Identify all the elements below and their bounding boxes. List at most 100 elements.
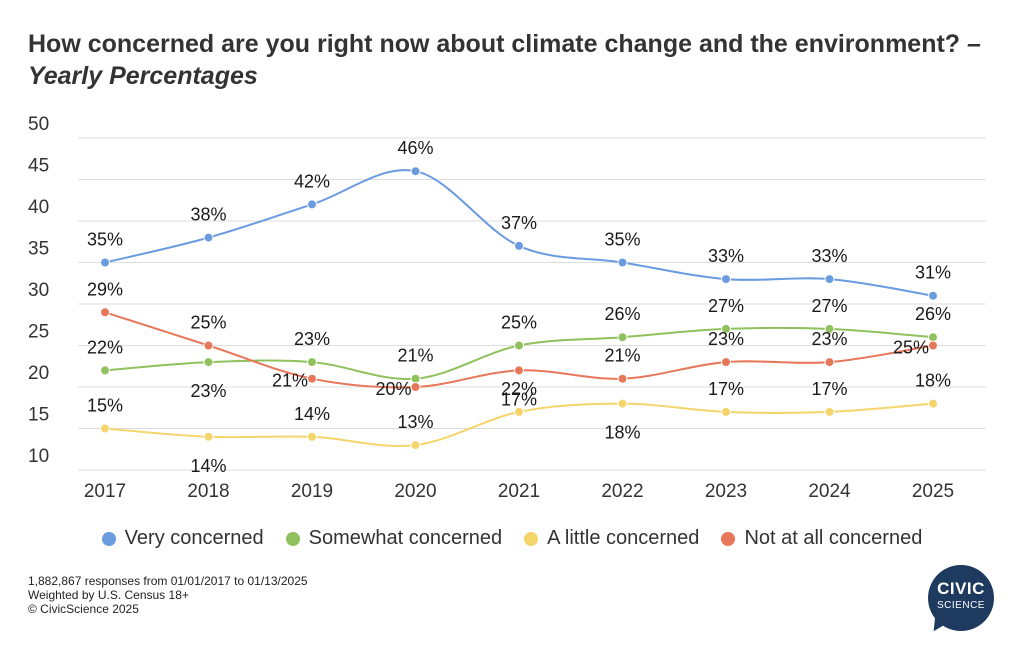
data-point-not-at-all-concerned (410, 382, 421, 392)
legend-item-a-little-concerned: A little concerned (524, 527, 699, 550)
legend-dot-a-little-concerned (524, 531, 539, 546)
data-label-a-little-concerned: 18% (604, 423, 640, 443)
data-point-somewhat-concerned (410, 373, 421, 384)
data-label-not-at-all-concerned: 21% (604, 346, 640, 366)
data-point-a-little-concerned (617, 398, 628, 409)
legend-dot-somewhat-concerned (285, 531, 300, 546)
data-label-a-little-concerned: 15% (87, 396, 123, 416)
data-label-somewhat-concerned: 26% (604, 304, 640, 324)
data-point-very-concerned (514, 240, 524, 251)
data-label-a-little-concerned: 13% (397, 412, 433, 432)
x-tick-label: 2019 (291, 481, 333, 502)
x-tick-label: 2017 (84, 481, 126, 502)
data-label-not-at-all-concerned: 29% (87, 279, 123, 299)
data-point-very-concerned (203, 232, 214, 243)
data-label-somewhat-concerned: 22% (87, 337, 123, 357)
data-label-a-little-concerned: 18% (915, 371, 951, 391)
data-label-somewhat-concerned: 27% (811, 296, 847, 316)
legend-label-not-at-all-concerned: Not at all concerned (744, 527, 923, 549)
data-point-not-at-all-concerned (203, 340, 214, 351)
data-label-not-at-all-concerned: 23% (708, 329, 744, 349)
data-point-a-little-concerned (203, 431, 214, 442)
y-tick-label: 45 (28, 156, 49, 177)
footnote-responses: 1,882,867 responses from 01/01/2017 to 0… (28, 574, 308, 588)
data-label-a-little-concerned: 22% (501, 379, 537, 399)
data-label-very-concerned: 31% (915, 263, 951, 283)
data-label-very-concerned: 35% (87, 230, 123, 250)
data-point-somewhat-concerned (928, 332, 938, 343)
data-point-a-little-concerned (410, 440, 421, 451)
x-tick-label: 2018 (187, 481, 229, 502)
x-tick-label: 2023 (705, 481, 747, 502)
data-label-a-little-concerned: 17% (708, 379, 744, 399)
y-tick-label: 20 (28, 363, 49, 384)
data-label-very-concerned: 46% (397, 138, 433, 158)
data-label-somewhat-concerned: 21% (397, 346, 433, 366)
legend-item-very-concerned: Very concerned (101, 527, 264, 550)
chart-legend: Very concerned Somewhat concerned A litt… (0, 527, 1024, 550)
data-point-a-little-concerned (721, 406, 731, 417)
data-label-very-concerned: 33% (811, 246, 847, 266)
data-label-a-little-concerned: 14% (294, 404, 330, 424)
data-point-a-little-concerned (307, 431, 317, 442)
data-label-not-at-all-concerned: 20% (375, 379, 411, 399)
data-point-a-little-concerned (928, 398, 938, 409)
data-label-very-concerned: 38% (190, 205, 226, 225)
data-label-somewhat-concerned: 23% (190, 381, 226, 401)
logo-text-civic: CIVIC (937, 579, 985, 598)
data-label-not-at-all-concerned: 25% (190, 313, 226, 333)
data-point-very-concerned (410, 166, 421, 177)
legend-item-not-at-all-concerned: Not at all concerned (721, 527, 922, 550)
legend-label-somewhat-concerned: Somewhat concerned (308, 527, 503, 549)
data-point-not-at-all-concerned (514, 365, 524, 376)
data-label-very-concerned: 35% (604, 230, 640, 250)
footnote-copyright: © CivicScience 2025 (28, 602, 139, 616)
data-point-somewhat-concerned (721, 323, 731, 334)
data-label-not-at-all-concerned: 23% (811, 329, 847, 349)
data-point-not-at-all-concerned (307, 373, 317, 384)
y-tick-label: 35 (28, 239, 49, 260)
data-point-somewhat-concerned (514, 340, 524, 351)
data-point-somewhat-concerned (307, 357, 317, 368)
series-line-very-concerned (104, 169, 934, 297)
data-point-very-concerned (617, 257, 628, 268)
y-tick-label: 40 (28, 197, 49, 218)
x-tick-label: 2020 (394, 481, 436, 502)
data-point-not-at-all-concerned (617, 373, 628, 384)
data-label-not-at-all-concerned: 25% (893, 338, 929, 358)
legend-dot-very-concerned (101, 531, 116, 546)
data-label-somewhat-concerned: 27% (708, 296, 744, 316)
chart-title-main: How concerned are you right now about cl… (28, 30, 961, 58)
legend-label-a-little-concerned: A little concerned (547, 527, 700, 549)
y-tick-label: 30 (28, 280, 49, 301)
chart-title-subtitle: – Yearly Percentages (28, 30, 981, 90)
data-point-very-concerned (824, 274, 835, 285)
footnote-weighting: Weighted by U.S. Census 18+ (28, 588, 189, 602)
data-label-not-at-all-concerned: 17% (501, 389, 537, 409)
data-label-not-at-all-concerned: 21% (272, 371, 308, 391)
data-point-somewhat-concerned (203, 357, 214, 368)
data-label-very-concerned: 37% (501, 213, 537, 233)
legend-label-very-concerned: Very concerned (124, 527, 264, 549)
data-label-somewhat-concerned: 25% (501, 313, 537, 333)
y-tick-label: 25 (28, 322, 49, 343)
civicscience-logo: CIVIC SCIENCE (926, 565, 998, 637)
x-tick-label: 2022 (601, 481, 643, 502)
data-point-not-at-all-concerned (721, 357, 731, 368)
data-label-somewhat-concerned: 23% (294, 329, 330, 349)
data-label-a-little-concerned: 14% (190, 456, 226, 476)
y-tick-label: 10 (28, 446, 49, 467)
x-tick-label: 2024 (808, 481, 851, 502)
y-tick-label: 50 (28, 114, 49, 135)
footnotes: 1,882,867 responses from 01/01/2017 to 0… (28, 574, 308, 616)
data-point-very-concerned (928, 290, 938, 301)
data-point-a-little-concerned (100, 423, 110, 434)
legend-item-somewhat-concerned: Somewhat concerned (285, 527, 503, 550)
x-tick-label: 2021 (498, 481, 540, 502)
data-point-somewhat-concerned (824, 323, 835, 334)
data-point-not-at-all-concerned (928, 340, 938, 351)
legend-dot-not-at-all-concerned (721, 531, 736, 546)
data-label-very-concerned: 42% (294, 171, 330, 191)
logo-circle (928, 565, 994, 631)
